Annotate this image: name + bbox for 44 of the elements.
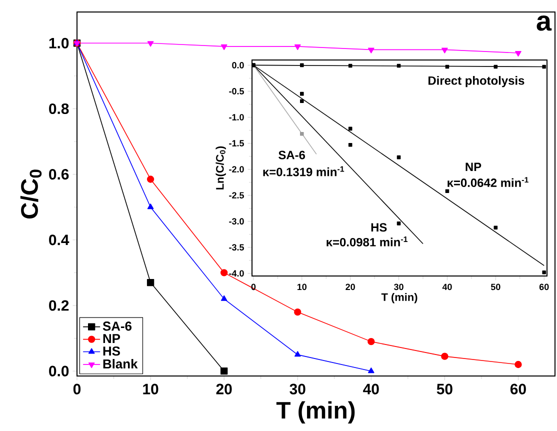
x-tick-label: 0 bbox=[73, 384, 81, 394]
y-tick-label: -4.0 bbox=[229, 270, 244, 277]
x-tick-label: 20 bbox=[346, 284, 355, 290]
annotation: κ=0.0981 min$^{-1}$ bbox=[326, 236, 408, 246]
x-tick-label: 60 bbox=[539, 284, 549, 290]
x-tick-label: 30 bbox=[394, 284, 404, 290]
legend-label: NP bbox=[103, 334, 120, 343]
y-tick-label: -3.0 bbox=[229, 218, 244, 225]
annotation: κ=0.0642 min$^{-1}$ bbox=[448, 177, 528, 187]
annotation: HS bbox=[371, 223, 387, 232]
y-tick-label: -1.0 bbox=[229, 114, 244, 120]
y-tick-label: 0.2 bbox=[49, 300, 69, 311]
y-tick-label: 0.6 bbox=[49, 169, 69, 180]
x-tick-label: 60 bbox=[510, 384, 526, 394]
annotation: κ=0.1319 min$^{-1}$ bbox=[263, 166, 344, 176]
legend-label: HS bbox=[103, 346, 120, 356]
y-tick-label: 0.4 bbox=[49, 234, 70, 246]
x-tick-label: 10 bbox=[297, 284, 307, 290]
y-tick-label: 0.8 bbox=[49, 103, 69, 114]
x-tick-label: 30 bbox=[290, 384, 306, 394]
x-tick-label: 20 bbox=[216, 384, 232, 394]
x-tick-label: 40 bbox=[363, 384, 379, 394]
annotation: SA-6 bbox=[278, 150, 306, 160]
annotation: Direct photolysis bbox=[428, 76, 524, 88]
y-tick-label: -2.5 bbox=[229, 192, 244, 199]
x-tick-label: 50 bbox=[436, 384, 452, 394]
annotation: NP bbox=[466, 162, 482, 172]
y-tick-label: -0.5 bbox=[229, 88, 244, 94]
x-tick-label: 10 bbox=[143, 384, 158, 394]
legend-label: Blank bbox=[103, 359, 138, 369]
y-axis-title: Ln(C/C$_{0}$) bbox=[216, 146, 226, 190]
y-axis-title: C/C$_{0}$ bbox=[20, 170, 42, 219]
y-tick-label: 1.0 bbox=[49, 38, 69, 48]
x-axis-title: T (min) bbox=[276, 401, 355, 424]
y-tick-label: -1.5 bbox=[229, 140, 244, 146]
y-tick-label: -3.5 bbox=[229, 244, 244, 251]
legend-label: SA-6 bbox=[102, 322, 132, 331]
y-tick-label: 0.0 bbox=[232, 62, 244, 68]
x-axis-title: T (min) bbox=[381, 292, 418, 304]
y-tick-label: 0.0 bbox=[49, 366, 69, 376]
annotation: a bbox=[536, 16, 552, 31]
x-tick-label: 40 bbox=[442, 284, 452, 290]
x-tick-label: 50 bbox=[490, 284, 500, 290]
y-tick-label: -2.0 bbox=[229, 166, 244, 172]
